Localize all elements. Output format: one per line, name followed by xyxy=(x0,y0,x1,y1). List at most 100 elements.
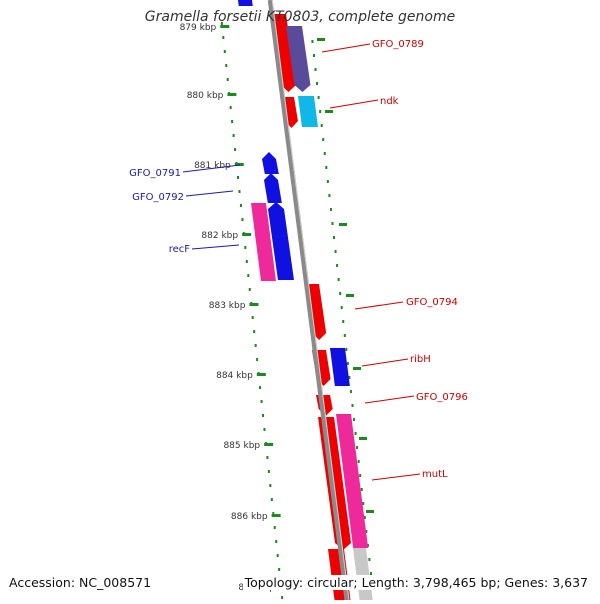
track-dot xyxy=(316,82,319,85)
tick-label: 882 kbp xyxy=(201,231,238,241)
tick-mark xyxy=(234,163,244,166)
track-dot xyxy=(337,278,340,281)
track-dot xyxy=(311,40,314,43)
track-dot xyxy=(353,418,356,421)
track-dot xyxy=(345,348,348,351)
cds-arrow-mutL xyxy=(336,414,369,548)
track-dot xyxy=(251,316,254,319)
tick-mark xyxy=(353,367,361,370)
track-dot xyxy=(239,204,242,207)
track-dot xyxy=(340,306,343,309)
gene-label-GFO_0794: GFO_0794 xyxy=(406,297,458,308)
track-dot xyxy=(323,152,326,155)
track-dot xyxy=(231,120,234,123)
gene-arrow-GFO_0789 xyxy=(271,14,296,92)
track-dot xyxy=(346,362,349,365)
track-dot xyxy=(259,386,262,389)
gene-label-GFO_0789: GFO_0789 xyxy=(372,39,424,50)
tick-label: 879 kbp xyxy=(180,23,217,33)
track-dot xyxy=(248,288,251,291)
tick-mark xyxy=(271,514,281,517)
track-dot xyxy=(273,526,276,529)
track-dot xyxy=(336,264,339,267)
cds-arrow-grey xyxy=(353,548,373,600)
accession-label: Accession: NC_008571 xyxy=(7,575,154,590)
gene-arrow-ribH-neighbor xyxy=(330,348,350,386)
track-dot xyxy=(348,376,351,379)
track-dot xyxy=(253,330,256,333)
track-dot xyxy=(275,540,278,543)
track-dot xyxy=(226,78,229,81)
track-dot xyxy=(366,544,369,547)
track-dot xyxy=(266,456,269,459)
track-dot xyxy=(365,530,368,533)
tick-mark xyxy=(249,303,259,306)
leader-line-mutL xyxy=(371,473,421,481)
tick-mark xyxy=(359,437,367,440)
tick-mark xyxy=(256,373,266,376)
tick-label: 880 kbp xyxy=(187,91,224,101)
leader-line-GFO_0796 xyxy=(364,395,415,404)
track-dot xyxy=(237,176,240,179)
cds-arrow-recF xyxy=(251,203,276,281)
track-dot xyxy=(263,428,266,431)
track-dot xyxy=(343,334,346,337)
leader-line-recF xyxy=(191,244,240,250)
tick-label: 885 kbp xyxy=(223,441,260,451)
tick-mark xyxy=(325,110,333,113)
track-dot xyxy=(363,516,366,519)
tick-mark xyxy=(346,294,354,297)
tick-mark xyxy=(366,510,374,513)
track-dot xyxy=(312,54,315,57)
cds-arrow-ndk xyxy=(298,96,318,127)
leader-line-ndk xyxy=(329,99,379,109)
track-dot xyxy=(362,502,365,505)
tick-label: 884 kbp xyxy=(216,371,253,381)
track-dot xyxy=(360,488,363,491)
track-dot xyxy=(325,166,328,169)
track-dot xyxy=(222,36,225,39)
tick-label: 881 kbp xyxy=(194,161,231,171)
track-dot xyxy=(369,572,372,575)
leader-line-GFO_0791 xyxy=(182,164,241,173)
leader-line-GFO_0794 xyxy=(354,301,404,310)
track-dot xyxy=(247,274,250,277)
track-dot xyxy=(319,110,322,113)
gene-label-GFO_0796: GFO_0796 xyxy=(416,392,468,403)
track-dot xyxy=(342,320,345,323)
track-dot xyxy=(238,190,241,193)
gene-label-ribH: ribH xyxy=(410,354,431,365)
tick-mark xyxy=(220,25,230,28)
track-dot xyxy=(223,50,226,53)
track-dot xyxy=(276,554,279,557)
track-dot xyxy=(254,344,257,347)
tick-mark xyxy=(264,443,274,446)
track-dot xyxy=(269,484,272,487)
track-dot xyxy=(368,558,371,561)
track-dot xyxy=(278,568,281,571)
track-dot xyxy=(354,432,357,435)
gene-label-recF: recF xyxy=(169,244,191,255)
track-dot xyxy=(260,400,263,403)
leader-line-GFO_0789 xyxy=(321,43,371,53)
track-dot xyxy=(234,148,237,151)
track-dot xyxy=(334,250,337,253)
track-dot xyxy=(220,22,223,25)
tick-mark xyxy=(242,233,252,236)
tick-label: 883 kbp xyxy=(209,301,246,311)
track-dot xyxy=(320,124,323,127)
track-dot xyxy=(349,390,352,393)
track-dot xyxy=(331,222,334,225)
track-dot xyxy=(322,138,325,141)
track-dot xyxy=(281,596,284,599)
track-dot xyxy=(357,460,360,463)
track-dot xyxy=(229,106,232,109)
track-dot xyxy=(225,64,228,67)
track-dot xyxy=(256,358,259,361)
gene-arrow-GFO_0792 xyxy=(264,173,282,203)
track-dot xyxy=(270,498,273,501)
genome-backbone-highlight xyxy=(271,0,350,601)
track-dot xyxy=(314,68,317,71)
leader-line-ribH xyxy=(361,358,409,367)
